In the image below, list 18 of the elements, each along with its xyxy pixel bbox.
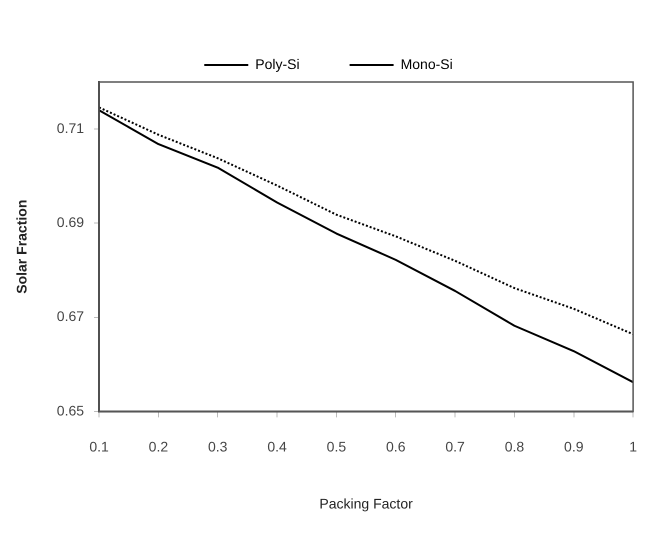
x-tick-label: 0.4 <box>267 438 288 455</box>
legend-label: Mono-Si <box>400 56 453 72</box>
x-tick-label: 0.8 <box>504 438 524 455</box>
y-tick-label: 0.69 <box>56 214 84 230</box>
y-tick-label: 0.71 <box>56 120 84 136</box>
y-tick-label: 0.65 <box>56 402 84 418</box>
x-tick-label: 0.6 <box>386 438 406 455</box>
x-tick-label: 1 <box>629 438 638 455</box>
x-tick-label: 0.3 <box>208 438 228 455</box>
x-axis-title: Packing Factor <box>319 495 414 512</box>
y-axis-title: Solar Fraction <box>13 200 30 294</box>
x-tick-label: 0.9 <box>564 438 584 455</box>
x-tick-label: 0.5 <box>326 438 346 455</box>
legend-label: Poly-Si <box>255 56 300 72</box>
y-tick-label: 0.67 <box>56 308 84 324</box>
x-tick-label: 0.1 <box>89 438 109 455</box>
x-tick-label: 0.2 <box>148 438 168 455</box>
x-tick-label: 0.7 <box>445 438 466 455</box>
